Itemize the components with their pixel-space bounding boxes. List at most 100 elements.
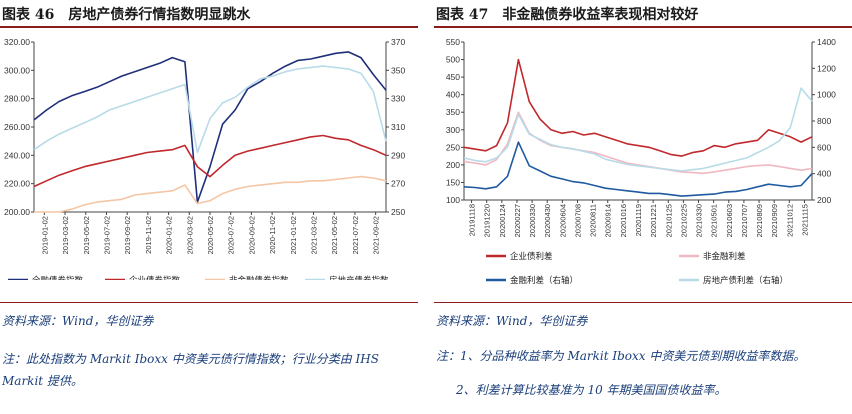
x-tick-label: 20211115	[800, 204, 809, 236]
x-tick-label: 20210707	[740, 204, 749, 237]
figure-title: 图表 46 房地产债券行情指数明显跳水	[2, 4, 250, 24]
x-tick-label: 20200227	[513, 204, 522, 237]
chart-46: 200.00 220.00 240.00 260.00 280.00 300.00 320.…	[4, 37, 405, 280]
figure-46: 图表 46 房地产债券行情指数明显跳水 200.00 220.00 240.00 260…	[0, 0, 418, 414]
y-tick-label: 350	[446, 107, 460, 117]
source-text: 资料来源：Wind，华创证券	[2, 314, 154, 328]
figure-title-text: 房地产债券行情指数明显跳水	[68, 7, 251, 23]
y2-tick-label: 400	[817, 169, 831, 179]
legend-rule	[0, 302, 418, 303]
y-tick-label: 200	[446, 160, 460, 170]
y-tick-label: 280.00	[4, 94, 30, 104]
x-tick-label: 2021-03-02	[310, 216, 319, 254]
legend-label: 全融债券指数	[32, 275, 84, 280]
x-tick-label: 2020-05-02	[206, 216, 215, 254]
y2-tick-label: 1000	[817, 90, 836, 100]
note-text: 注：此处指数为 Markit Iboxx 中资美元债行情指数；行业分类由 IHS…	[2, 352, 379, 388]
x-tick-label: 20211012	[785, 204, 794, 237]
figure-title-text: 非金融债券收益率表现相对较好	[502, 7, 699, 23]
y-tick-label: 320.00	[4, 37, 30, 47]
legend-label: 企业债券指数	[129, 275, 181, 280]
x-tick-label: 20200811	[589, 204, 598, 237]
y2-tick-label: 600	[817, 142, 831, 152]
x-tick-label: 20191118	[468, 204, 477, 236]
y2-tick-label: 250	[391, 207, 405, 217]
legend-label: 非金融债券指数	[229, 275, 289, 280]
title-rule	[434, 26, 852, 28]
x-tick-label: 20200430	[543, 204, 552, 237]
chart-47: 100 150 200 250 300 350 400 450 500 550 200 400 600 8…	[446, 37, 836, 286]
x-tick-label: 2020-01-02	[165, 216, 174, 254]
x-tick-label: 20201016	[619, 204, 628, 237]
figure-number: 图表 46	[2, 7, 55, 23]
y-tick-label: 250	[446, 142, 460, 152]
x-tick-label: 2020-09-02	[247, 216, 256, 254]
series-line	[34, 175, 387, 213]
x-tick-label: 2020-03-02	[185, 216, 194, 254]
x-tick-label: 20191220	[483, 204, 492, 237]
x-tick-label: 20200708	[573, 204, 582, 237]
x-tick-label: 20201221	[649, 204, 658, 237]
y-tick-label: 400	[446, 90, 460, 100]
y-tick-label: 300	[446, 125, 460, 135]
series-line	[463, 87, 813, 172]
note-text-2: 2、利差计算比较基准为 10 年期美国国债收益率。	[456, 383, 727, 397]
y-tick-label: 100	[446, 195, 460, 205]
legend-label: 房地产债券指数	[329, 275, 389, 280]
x-tick-label: 2021-05-02	[330, 216, 339, 254]
series-line	[463, 141, 813, 197]
y-tick-label: 150	[446, 177, 460, 187]
x-tick-label: 20210330	[695, 204, 704, 237]
x-tick-label: 20210125	[664, 204, 673, 237]
x-tick-label: 2019-05-02	[82, 216, 91, 254]
x-tick-label: 2020-11-02	[268, 216, 277, 254]
y-tick-label: 200.00	[4, 207, 30, 217]
y-tick-label: 300.00	[4, 65, 30, 75]
x-tick-label: 2019-01-02	[40, 216, 49, 254]
note-text-1: 注：1、分品种收益率为 Markit Iboxx 中资美元债到期收益率数据。	[436, 349, 806, 363]
x-tick-label: 2019-11-02	[144, 216, 153, 254]
y-tick-label: 450	[446, 72, 460, 82]
y2-tick-label: 290	[391, 150, 405, 160]
y2-tick-label: 1200	[817, 63, 836, 73]
x-tick-label: 2019-09-02	[123, 216, 132, 254]
x-tick-label: 2021-09-02	[372, 216, 381, 254]
x-tick-label: 20210909	[770, 204, 779, 237]
x-tick-label: 20210603	[725, 204, 734, 237]
y-tick-label: 220.00	[4, 179, 30, 189]
x-tick-label: 20201119	[634, 204, 643, 236]
x-tick-label: 20210809	[755, 204, 764, 237]
x-tick-label: 20200124	[498, 204, 507, 237]
series-line	[463, 58, 813, 157]
legend-rule	[434, 302, 852, 303]
figure-47: 图表 47 非金融债券收益率表现相对较好 100 150 200 250 300 350 40…	[434, 0, 852, 414]
y2-tick-label: 200	[817, 195, 831, 205]
y2-tick-label: 370	[391, 37, 405, 47]
x-tick-label: 20210225	[679, 204, 688, 237]
legend-label: 企业债利差	[510, 251, 553, 262]
series-line	[33, 65, 387, 154]
series-line	[33, 134, 387, 188]
x-tick-label: 20200604	[558, 204, 567, 237]
y-tick-label: 500	[446, 55, 460, 65]
y2-tick-label: 310	[391, 122, 405, 132]
x-tick-label: 20210501	[710, 204, 719, 237]
x-tick-label: 2020-07-02	[227, 216, 236, 254]
y2-tick-label: 350	[391, 65, 405, 75]
legend-label: 房地产债利差（右轴）	[703, 275, 788, 286]
title-rule	[0, 26, 418, 28]
x-tick-label: 2019-03-02	[61, 216, 70, 254]
figure-title: 图表 47 非金融债券收益率表现相对较好	[436, 4, 698, 24]
y2-tick-label: 1400	[817, 37, 836, 47]
legend-label: 非金融利差	[703, 251, 746, 262]
y-tick-label: 240.00	[4, 150, 30, 160]
source-text: 资料来源：Wind，华创证券	[436, 314, 588, 328]
y2-tick-label: 270	[391, 179, 405, 189]
series-line	[33, 51, 387, 203]
y-tick-label: 260.00	[4, 122, 30, 132]
y2-tick-label: 330	[391, 94, 405, 104]
legend-label: 金融利差（右轴）	[510, 275, 578, 286]
x-tick-label: 2021-01-02	[289, 216, 298, 254]
x-tick-label: 20200330	[528, 204, 537, 237]
y2-tick-label: 800	[817, 116, 831, 126]
